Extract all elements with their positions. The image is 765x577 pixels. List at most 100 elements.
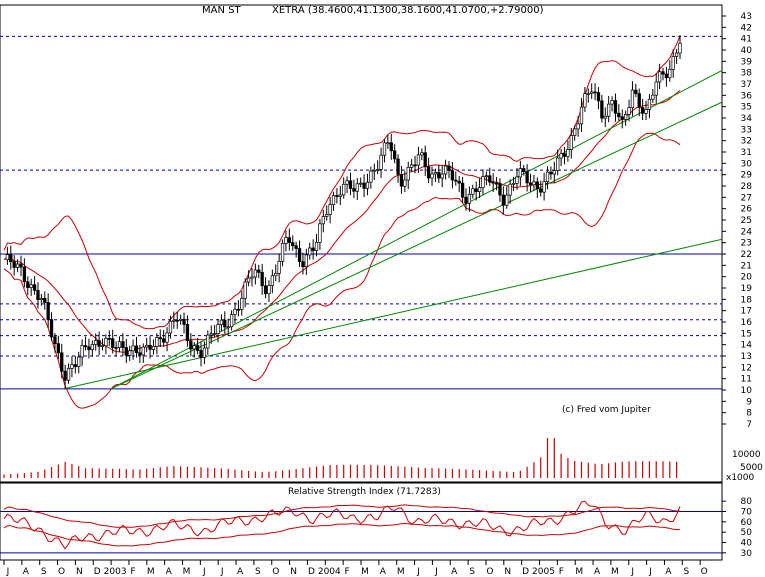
- candle-body: [19, 263, 23, 268]
- price-tick-label: 7: [746, 420, 752, 430]
- candle-body: [420, 152, 424, 156]
- rsi-panel: Relative Strength Index (71.7283) 807060…: [0, 482, 752, 561]
- time-tick-label: M: [575, 567, 583, 577]
- candle-body: [260, 272, 264, 287]
- time-tick-label: M: [397, 567, 405, 577]
- candle-body: [556, 157, 560, 171]
- candle-body: [70, 364, 74, 369]
- rsi-title: Relative Strength Index (71.7283): [288, 487, 441, 497]
- candle-body: [376, 169, 380, 171]
- price-tick-label: 10: [741, 386, 753, 396]
- candle-body: [284, 237, 288, 244]
- candle-body: [185, 324, 190, 342]
- price-tick-label: 31: [741, 148, 752, 158]
- price-tick-label: 32: [741, 137, 752, 147]
- candle-body: [223, 319, 227, 328]
- candle-body: [141, 346, 145, 356]
- candle-body: [338, 194, 342, 197]
- price-tick-label: 11: [741, 375, 752, 385]
- candle-body: [297, 248, 302, 262]
- candle-body: [46, 302, 50, 320]
- candle-body: [430, 173, 434, 179]
- price-tick-label: 21: [741, 261, 752, 271]
- price-tick-label: 19: [741, 284, 753, 294]
- candle-body: [250, 276, 254, 279]
- price-tick-label: 43: [741, 12, 752, 22]
- price-tick-label: 34: [741, 114, 753, 124]
- candle-body: [49, 319, 54, 338]
- candle-body: [457, 180, 461, 184]
- candle-body: [481, 176, 485, 188]
- candle-body: [111, 338, 115, 348]
- candle-body: [600, 100, 604, 119]
- rsi-lines: [0, 500, 722, 554]
- candle-body: [15, 263, 20, 268]
- candle-body: [87, 346, 91, 351]
- price-tick-label: 8: [746, 409, 752, 419]
- time-tick-label: J: [630, 567, 634, 577]
- time-tick-label: A: [23, 567, 30, 577]
- candle-body: [199, 350, 203, 358]
- candle-body: [80, 345, 84, 358]
- candle-body: [182, 318, 186, 325]
- candle-body: [399, 174, 404, 187]
- candle-body: [525, 171, 529, 184]
- time-tick-label: F: [345, 567, 350, 577]
- candle-body: [243, 281, 247, 299]
- candle-body: [36, 290, 40, 301]
- candle-body: [573, 128, 577, 136]
- price-panel-frame: [0, 4, 723, 483]
- candle-body: [637, 93, 641, 108]
- time-tick-label: S: [41, 567, 47, 577]
- time-tick-label: 2005: [532, 567, 555, 577]
- candle-body: [104, 337, 108, 347]
- price-tick-label: 12: [741, 363, 752, 373]
- candle-body: [661, 71, 665, 75]
- time-tick-label: O: [486, 567, 493, 577]
- candle-body: [151, 345, 156, 350]
- horizontal-levels: [0, 35, 722, 390]
- candle-body: [165, 332, 169, 343]
- candle-body: [549, 171, 553, 175]
- candle-body: [314, 242, 319, 251]
- candle-body: [77, 356, 81, 368]
- candle-body: [342, 183, 346, 196]
- candle-body: [443, 165, 448, 175]
- rsi-tick-label: 80: [741, 497, 753, 507]
- candle-body: [162, 338, 166, 343]
- candle-body: [321, 216, 325, 225]
- candle-body: [56, 343, 61, 354]
- candle-body: [416, 154, 421, 166]
- candle-body: [236, 308, 241, 311]
- price-tick-label: 26: [741, 205, 753, 215]
- middle-band-line: [3, 90, 681, 353]
- candle-body: [216, 324, 220, 334]
- time-tick-label: S: [255, 567, 261, 577]
- candle-body: [29, 284, 33, 288]
- candle-body: [501, 194, 506, 206]
- price-tick-label: 29: [741, 171, 753, 181]
- candle-body: [9, 254, 13, 263]
- candle-body: [145, 344, 149, 348]
- time-tick-label: M: [147, 567, 155, 577]
- price-tick-label: 15: [741, 329, 752, 339]
- candle-body: [291, 242, 295, 247]
- time-tick-label: A: [380, 567, 387, 577]
- upper-band-line: [3, 35, 681, 330]
- time-tick-label: O: [58, 567, 65, 577]
- candle-body: [627, 107, 631, 115]
- candle-body: [668, 68, 672, 79]
- candle-body: [158, 337, 162, 340]
- candle-body: [270, 275, 275, 286]
- price-candles: [5, 35, 682, 389]
- candle-body: [287, 237, 291, 243]
- candle-body: [586, 92, 590, 95]
- candle-body: [246, 277, 251, 283]
- candle-body: [32, 284, 37, 291]
- candle-body: [172, 319, 176, 322]
- candle-body: [26, 281, 30, 288]
- price-tick-label: 20: [741, 273, 753, 283]
- price-tick-label: 23: [741, 239, 752, 249]
- time-tick-label: N: [504, 567, 511, 577]
